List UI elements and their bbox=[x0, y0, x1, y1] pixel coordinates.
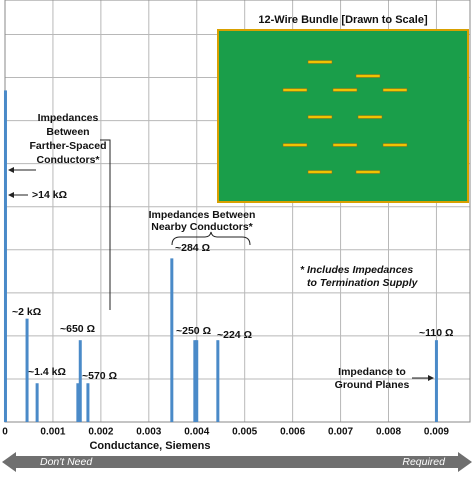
x-tick-label: 0.009 bbox=[424, 427, 449, 438]
stem bbox=[216, 340, 220, 422]
inset-bundle bbox=[217, 29, 469, 203]
stem bbox=[193, 340, 197, 422]
wire bbox=[307, 60, 333, 64]
x-tick-label: 0.007 bbox=[328, 427, 353, 438]
annotation: * Includes Impedances bbox=[300, 264, 413, 276]
x-tick-label: 0.003 bbox=[136, 427, 161, 438]
scale-arrow bbox=[2, 452, 472, 472]
annotation: Between bbox=[46, 126, 89, 138]
wire bbox=[357, 115, 383, 119]
scale-right: Required bbox=[402, 456, 446, 468]
wire bbox=[282, 88, 308, 92]
x-tick-label: 0.006 bbox=[280, 427, 305, 438]
annotation: Conductors* bbox=[37, 154, 101, 166]
farther-label: Impedances Between Farther-Spaced Conduc… bbox=[29, 112, 106, 166]
wire bbox=[382, 88, 408, 92]
annotation: ~650 Ω bbox=[60, 323, 95, 335]
wire bbox=[382, 143, 408, 147]
stem bbox=[170, 258, 174, 422]
stem bbox=[195, 340, 199, 422]
x-tick-label: 0.008 bbox=[376, 427, 401, 438]
annotation: Ground Planes bbox=[335, 379, 410, 391]
annotation: ~1.4 kΩ bbox=[28, 366, 66, 378]
annotation: Impedance to bbox=[338, 366, 406, 378]
annotation: ~224 Ω bbox=[217, 329, 252, 341]
annotation: >14 kΩ bbox=[32, 189, 67, 201]
wire bbox=[355, 74, 381, 78]
annotation: ~570 Ω bbox=[82, 370, 117, 382]
annotation: to Termination Supply bbox=[307, 277, 419, 289]
annotation: Impedances bbox=[38, 112, 99, 124]
wire bbox=[307, 115, 333, 119]
stem bbox=[434, 340, 438, 422]
stem bbox=[86, 383, 90, 422]
annotation: ~250 Ω bbox=[176, 325, 211, 337]
x-tick-label: 0.004 bbox=[184, 427, 209, 438]
x-tick-label: 0.005 bbox=[232, 427, 257, 438]
brace bbox=[171, 231, 251, 246]
stem bbox=[35, 383, 39, 422]
wire bbox=[355, 170, 381, 174]
annotation: ~110 Ω bbox=[419, 327, 453, 339]
annotation: Farther-Spaced bbox=[29, 140, 106, 152]
x-tick-label: 0 bbox=[2, 427, 8, 438]
stem bbox=[25, 318, 29, 422]
annotation: Nearby Conductors* bbox=[151, 221, 253, 233]
annotation: ~284 Ω bbox=[175, 242, 210, 254]
wire bbox=[282, 143, 308, 147]
stem bbox=[76, 383, 80, 422]
wires bbox=[282, 60, 408, 174]
x-tick-label: 0.001 bbox=[40, 427, 65, 438]
annotation: ~2 kΩ bbox=[12, 306, 41, 318]
wire bbox=[307, 170, 333, 174]
annotation: Impedances Between bbox=[149, 209, 256, 221]
stem bbox=[3, 90, 7, 422]
inset-title: 12-Wire Bundle [Drawn to Scale] bbox=[258, 14, 428, 26]
x-axis-label: Conductance, Siemens bbox=[89, 440, 210, 452]
wire bbox=[332, 88, 358, 92]
bracket bbox=[100, 139, 111, 310]
wire bbox=[332, 143, 358, 147]
x-tick-label: 0.002 bbox=[88, 427, 113, 438]
stem bbox=[78, 340, 82, 422]
scale-left: Don't Need bbox=[40, 456, 93, 468]
